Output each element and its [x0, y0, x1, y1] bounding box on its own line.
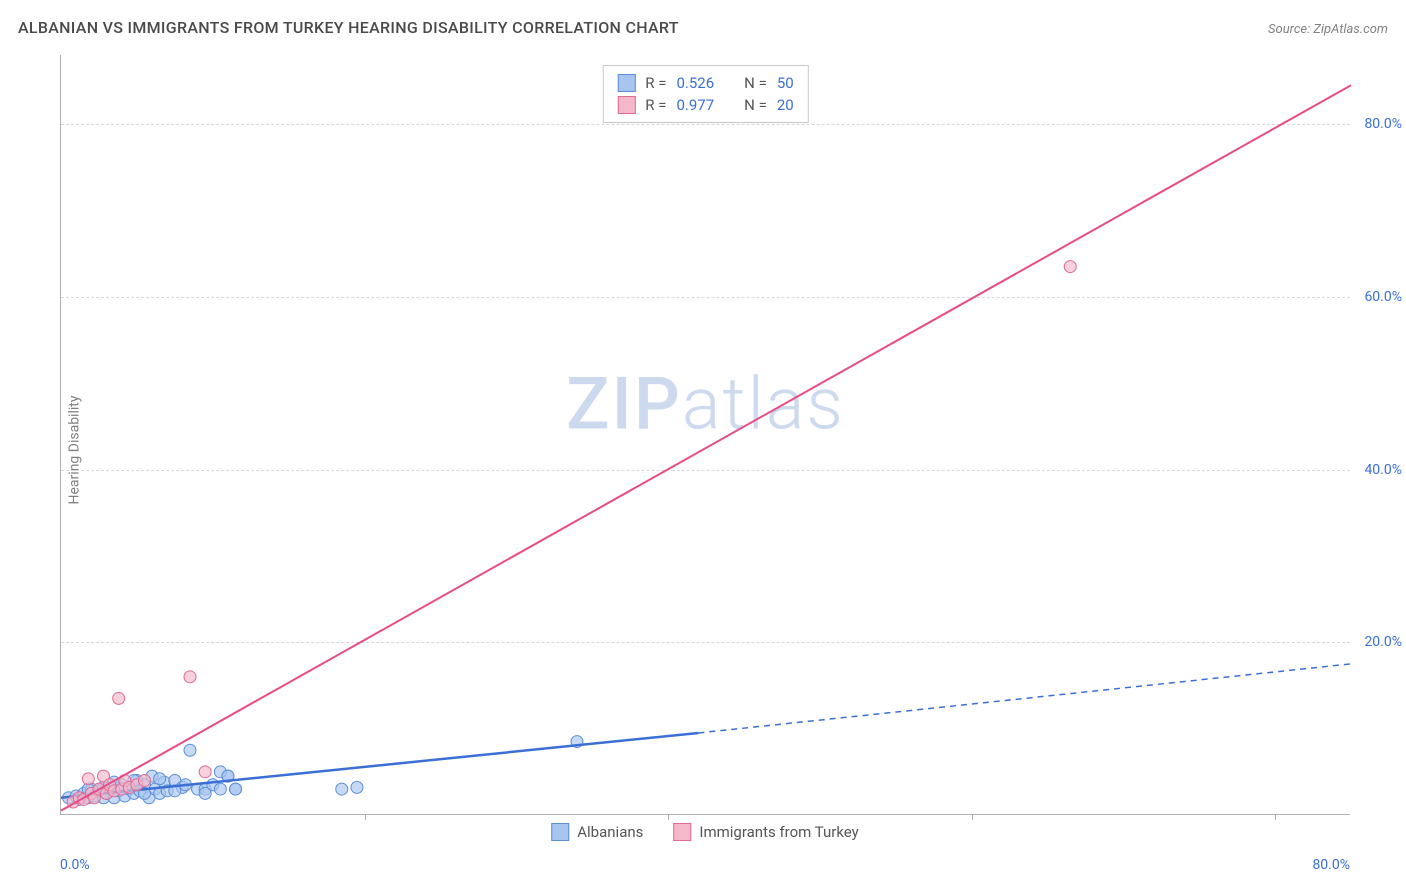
- scatter-point: [230, 783, 242, 795]
- scatter-point: [214, 783, 226, 795]
- y-tick-label: 20.0%: [1364, 634, 1402, 650]
- swatch-turkey: [673, 823, 691, 841]
- y-tick-label: 80.0%: [1364, 116, 1402, 132]
- y-tick-label: 40.0%: [1364, 462, 1402, 478]
- scatter-svg: [61, 55, 1350, 814]
- scatter-point: [82, 773, 94, 785]
- source-attribution: Source: ZipAtlas.com: [1268, 22, 1388, 37]
- plot-region: ZIPatlas 20.0%40.0%60.0%80.0% R = 0.526 …: [60, 55, 1350, 815]
- trend-line-dashed: [698, 664, 1351, 733]
- trend-line: [61, 85, 1351, 810]
- scatter-point: [199, 766, 211, 778]
- scatter-point: [154, 773, 166, 785]
- chart-title: ALBANIAN VS IMMIGRANTS FROM TURKEY HEARI…: [18, 18, 679, 37]
- trend-line: [61, 733, 698, 798]
- chart-area: Hearing Disability ZIPatlas 20.0%40.0%60…: [50, 55, 1360, 845]
- legend-label-albanians: Albanians: [577, 823, 643, 841]
- legend-item-albanians: Albanians: [551, 823, 643, 841]
- x-axis-max-label: 80.0%: [1312, 857, 1350, 873]
- legend-label-turkey: Immigrants from Turkey: [699, 823, 858, 841]
- scatter-point: [351, 781, 363, 793]
- scatter-point: [199, 787, 211, 799]
- y-tick-label: 60.0%: [1364, 289, 1402, 305]
- legend-item-turkey: Immigrants from Turkey: [673, 823, 858, 841]
- x-axis-min-label: 0.0%: [60, 857, 90, 873]
- scatter-point: [336, 783, 348, 795]
- scatter-point: [138, 774, 150, 786]
- bottom-legend: Albanians Immigrants from Turkey: [551, 823, 859, 841]
- scatter-point: [184, 671, 196, 683]
- scatter-point: [184, 744, 196, 756]
- scatter-point: [1064, 261, 1076, 273]
- swatch-albanians: [551, 823, 569, 841]
- scatter-point: [113, 692, 125, 704]
